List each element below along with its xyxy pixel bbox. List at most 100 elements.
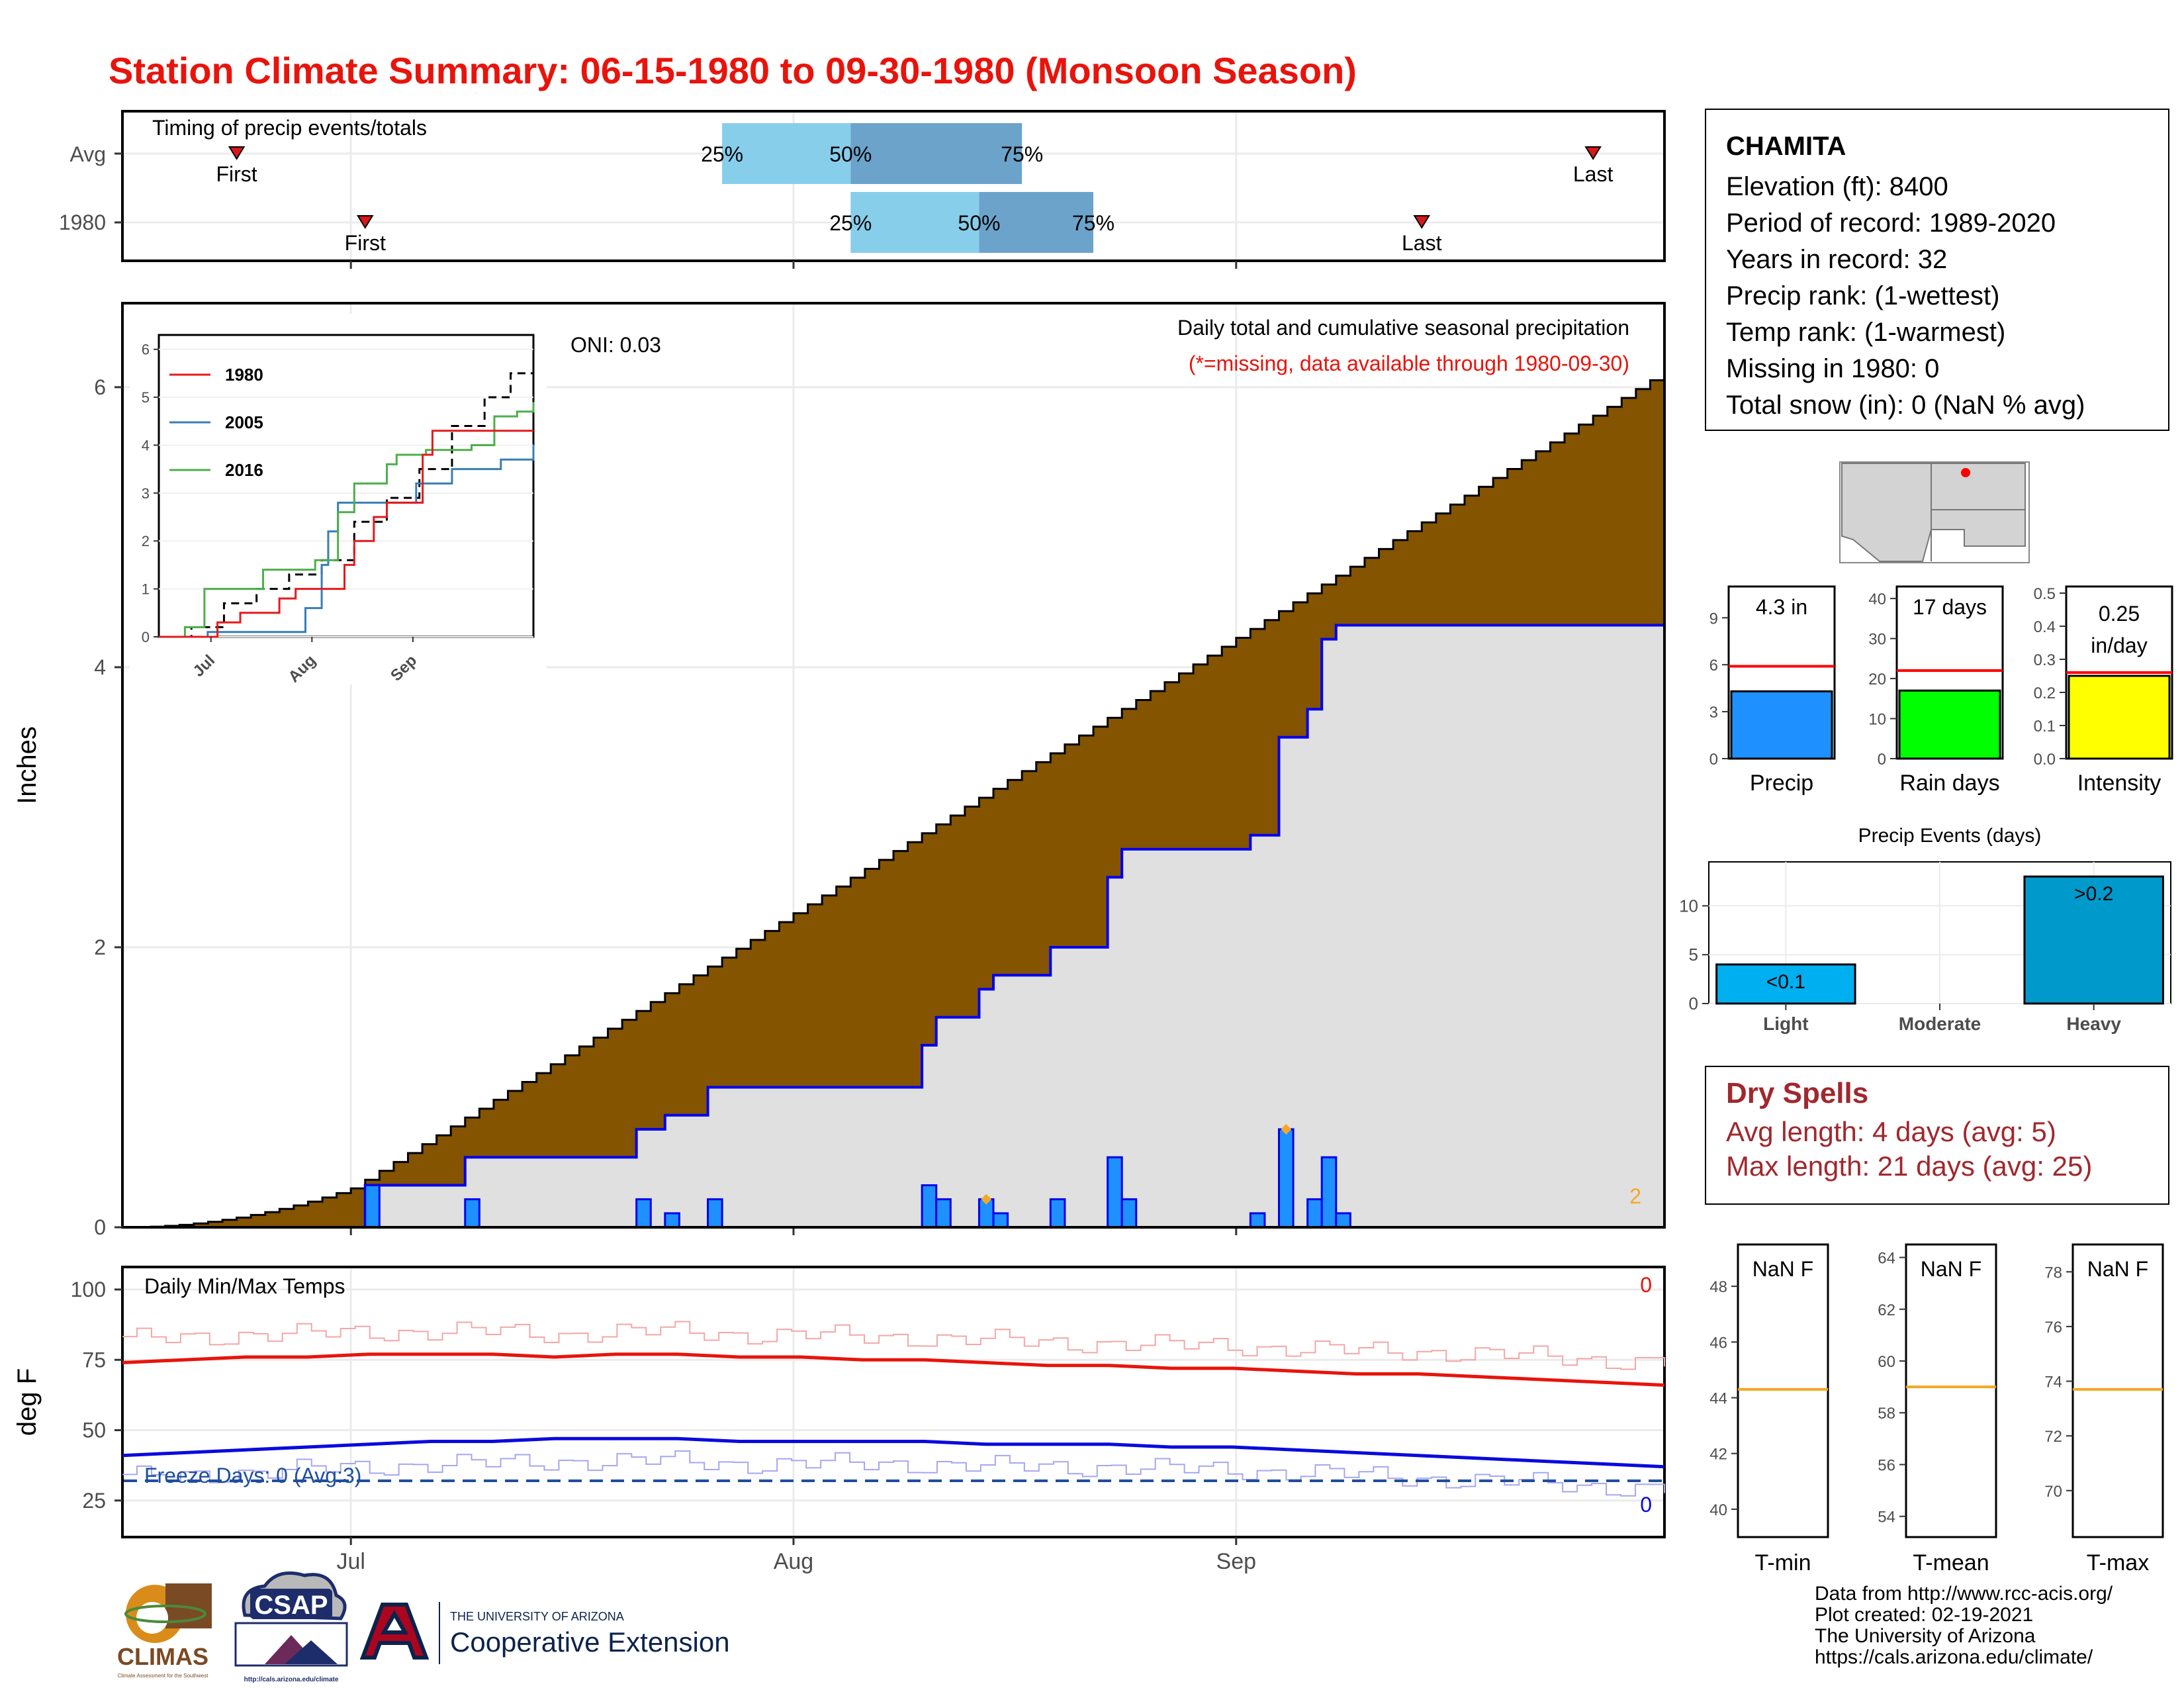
timing-row-label-avg: Avg (69, 142, 106, 166)
inset-avg-line (159, 349, 535, 638)
dry-spells-title: Dry Spells (1726, 1077, 1869, 1109)
daily-precip-bar (664, 1212, 680, 1229)
stat-bar-fill (1898, 689, 2001, 760)
temp-box-ytick-label: 74 (2044, 1374, 2062, 1391)
precip-ytick-label: 6 (94, 375, 106, 399)
footer-line: Data from http://www.rcc-acis.org/ (1815, 1583, 2113, 1605)
logos: CLIMAS Climate Assessment for the Southw… (117, 1571, 730, 1683)
inset-ytick-label: 6 (142, 342, 150, 358)
timing-p25-label: 25% (829, 211, 872, 235)
min-count-label: 0 (1640, 1493, 1652, 1517)
info-line: Total snow (in): 0 (NaN % avg) (1726, 391, 2085, 420)
stat-bar-ytick-label: 0.3 (2034, 651, 2056, 669)
stat-bar-label: Intensity (2077, 771, 2161, 796)
stat-bar-value: 17 days (1913, 595, 1987, 619)
precip-corner-label: 2 (1629, 1184, 1641, 1208)
extreme-markers (981, 1123, 1292, 1205)
timing-first-marker (356, 215, 374, 229)
temp-box-ytick-label: 58 (1878, 1405, 1895, 1423)
precip-events-title: Precip Events (days) (1858, 825, 2042, 847)
info-line: Years in record: 32 (1726, 245, 1948, 274)
temps-panel: Daily Min/Max Temps Freeze Days: 0 (Avg:… (13, 1266, 1666, 1574)
temp-box-label: T-min (1755, 1550, 1811, 1575)
precip-ytick-label: 4 (94, 655, 106, 679)
events-category-label: Moderate (1899, 1013, 1981, 1034)
inset-ytick-label: 2 (142, 533, 150, 549)
temp-box-value: NaN F (1921, 1257, 1981, 1281)
ua-big-text: Cooperative Extension (450, 1626, 730, 1658)
info-line: Missing in 1980: 0 (1726, 354, 1940, 383)
page-title: Station Climate Summary: 06-15-1980 to 0… (109, 50, 1357, 91)
stat-bar-fill (2068, 675, 2171, 760)
daily-max-temp-line (122, 1321, 1665, 1370)
daily-precip-bar (464, 1198, 480, 1229)
stat-bar-value: 4.3 in (1756, 595, 1807, 619)
timing-row-label-year: 1980 (59, 211, 106, 234)
stat-bar-ytick-label: 30 (1868, 631, 1886, 649)
temp-box-ytick-label: 42 (1709, 1446, 1727, 1464)
temp-xtick-label: Aug (774, 1549, 814, 1574)
stat-bar-label: Precip (1750, 771, 1813, 796)
info-line: Temp rank: (1-warmest) (1726, 318, 2006, 347)
events-bar (1715, 963, 1856, 1005)
temp-box-ytick-label: 72 (2044, 1428, 2062, 1446)
events-ytick-label: 10 (1679, 896, 1698, 915)
daily-precip-bars (364, 1128, 1351, 1229)
temp-ytick-label: 50 (82, 1419, 106, 1442)
temp-box-value: NaN F (1752, 1257, 1813, 1281)
temp-box-label: T-mean (1913, 1550, 1989, 1575)
daily-precip-bar (921, 1184, 938, 1229)
footer-line: https://cals.arizona.edu/climate/ (1815, 1646, 2093, 1668)
temp-xtick-label: Sep (1216, 1549, 1257, 1574)
stat-bar-ytick-label: 0.4 (2034, 618, 2056, 636)
timing-p75-label: 75% (1001, 142, 1043, 166)
events-bar-label: <0.1 (1766, 971, 1805, 993)
temp-box-value: NaN F (2087, 1257, 2148, 1281)
daily-precip-bar (1306, 1198, 1323, 1229)
stat-bar-ytick-label: 0 (1709, 751, 1718, 769)
timing-last-label: Last (1573, 162, 1614, 186)
events-ytick-label: 5 (1689, 945, 1698, 964)
precip-ytick-label: 2 (94, 935, 106, 959)
oni-label: ONI: 0.03 (570, 333, 661, 357)
timing-last-label: Last (1402, 231, 1442, 255)
events-bar-label: >0.2 (2074, 883, 2113, 905)
stat-bar-fill (1730, 690, 1833, 760)
precip-panel: Daily total and cumulative seasonal prec… (13, 302, 1666, 1239)
precip-events-chart: Precip Events (days) 0 5 10 <0.1 Light Modera… (1679, 825, 2171, 1034)
stat-bar-ytick-label: 9 (1709, 610, 1718, 628)
station-location-dot (1961, 468, 1970, 477)
temp-boxes: NaN F 40 42 44 46 48 T-min NaN F 54 56 58 60 62 64 T-m… (1709, 1243, 2164, 1575)
temps-ylabel: deg F (13, 1368, 42, 1436)
timing-bar-25-50 (850, 192, 979, 253)
daily-precip-bar (1278, 1128, 1295, 1229)
events-ytick-label: 0 (1689, 994, 1698, 1013)
avg-min-temp-line (122, 1436, 1665, 1469)
daily-precip-bar (707, 1198, 723, 1229)
info-line: Elevation (ft): 8400 (1726, 172, 1948, 201)
temp-box-ytick-label: 78 (2044, 1264, 2062, 1282)
temps-title: Daily Min/Max Temps (144, 1274, 345, 1298)
daily-min-temp-line (122, 1450, 1665, 1497)
stat-bar-ytick-label: 0.0 (2034, 751, 2056, 769)
temp-ytick-label: 100 (71, 1278, 106, 1301)
dry-spells-avg: Avg length: 4 days (avg: 5) (1726, 1116, 2056, 1147)
timing-first-marker (228, 146, 246, 160)
freeze-days-label: Freeze Days: 0 (Avg:3) (144, 1464, 361, 1487)
temp-box-ytick-label: 60 (1878, 1353, 1895, 1371)
stat-bar-label: Rain days (1899, 771, 1999, 796)
inset-ytick-label: 3 (142, 485, 150, 502)
stat-bar-ytick-label: 20 (1868, 671, 1886, 688)
timing-p75-label: 75% (1072, 211, 1115, 235)
year-cumulative-area (122, 624, 1666, 1229)
stat-bar-ytick-label: 6 (1709, 657, 1718, 675)
daily-precip-bar (635, 1198, 652, 1229)
precip-ytick-label: 0 (94, 1215, 106, 1239)
stat-bar-ytick-label: 0.5 (2034, 585, 2056, 603)
timing-bar-50-75 (979, 192, 1094, 253)
inset-line-1980 (159, 430, 533, 638)
timing-last-marker (1413, 215, 1431, 229)
extreme-precip-marker (1281, 1123, 1292, 1135)
info-line: Period of record: 1989-2020 (1726, 209, 2056, 238)
